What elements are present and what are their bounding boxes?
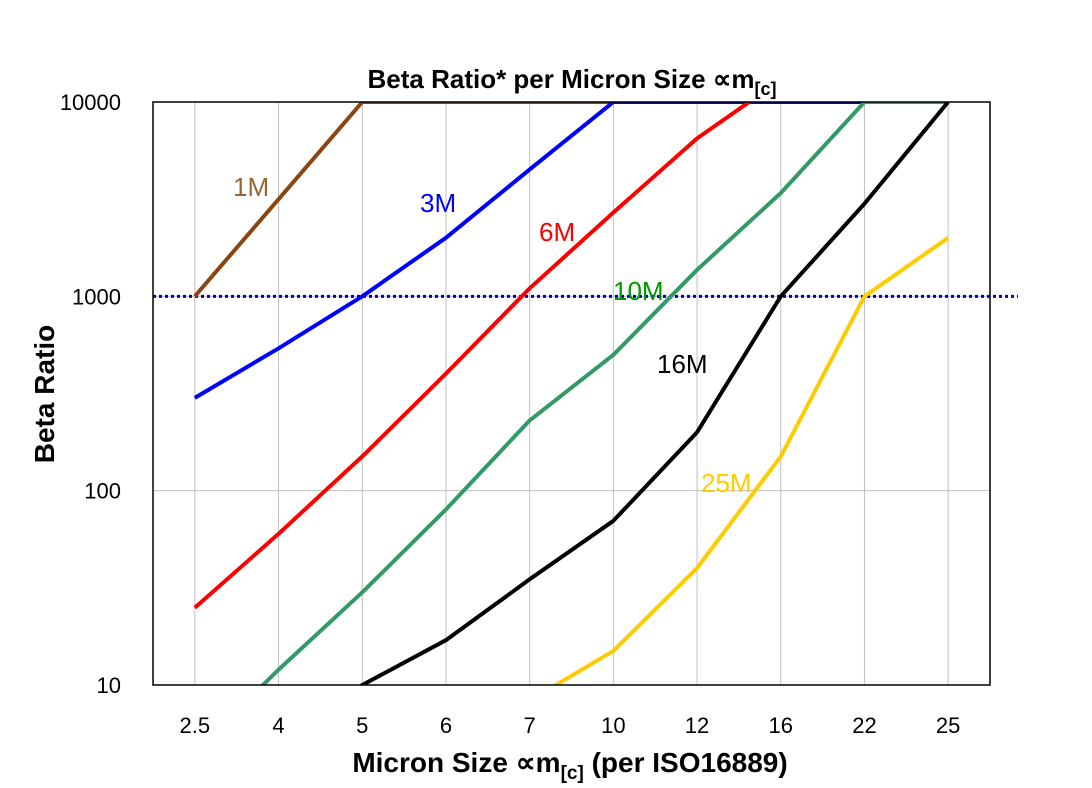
x-tick-label: 7 bbox=[524, 713, 536, 738]
series-label: 16M bbox=[657, 349, 708, 379]
x-tick-label: 12 bbox=[685, 713, 709, 738]
series-lines bbox=[193, 102, 950, 685]
y-tick-label: 10000 bbox=[60, 90, 121, 115]
plot-border bbox=[152, 101, 991, 686]
series-line-25M bbox=[552, 236, 950, 685]
plot-area bbox=[153, 102, 990, 685]
series-line-16M bbox=[358, 102, 950, 685]
series-label: 1M bbox=[233, 172, 269, 202]
series-line-10M bbox=[260, 102, 949, 685]
x-tick-label: 22 bbox=[852, 713, 876, 738]
x-axis-title: Micron Size ∝m[c] (per ISO16889) bbox=[352, 747, 787, 784]
series-label: 25M bbox=[701, 468, 752, 498]
y-tick-label: 100 bbox=[84, 479, 121, 504]
x-tick-label: 16 bbox=[769, 713, 793, 738]
y-tick-labels: 10 100 1000 10000 bbox=[60, 90, 121, 698]
series-labels: 1M 3M 6M 10M 16M 25M bbox=[233, 172, 752, 498]
series-line-6M bbox=[193, 102, 753, 610]
x-tick-label: 10 bbox=[601, 713, 625, 738]
series-label: 3M bbox=[420, 188, 456, 218]
x-tick-label: 25 bbox=[936, 713, 960, 738]
x-tick-label: 2.5 bbox=[180, 713, 211, 738]
x-tick-label: 5 bbox=[356, 713, 368, 738]
y-axis-title: Beta Ratio bbox=[29, 325, 60, 463]
x-tick-label: 6 bbox=[440, 713, 452, 738]
x-tick-label: 4 bbox=[272, 713, 284, 738]
y-tick-label: 1000 bbox=[72, 284, 121, 309]
series-label: 6M bbox=[539, 217, 575, 247]
y-tick-label: 10 bbox=[97, 673, 121, 698]
x-tick-labels: 2.5 4 5 6 7 10 12 16 22 25 bbox=[180, 713, 961, 738]
series-line-1M bbox=[193, 102, 614, 298]
chart-title: Beta Ratio* per Micron Size ∝m[c] bbox=[368, 64, 777, 99]
series-line-3M bbox=[193, 102, 865, 400]
series-label: 10M bbox=[613, 276, 664, 306]
